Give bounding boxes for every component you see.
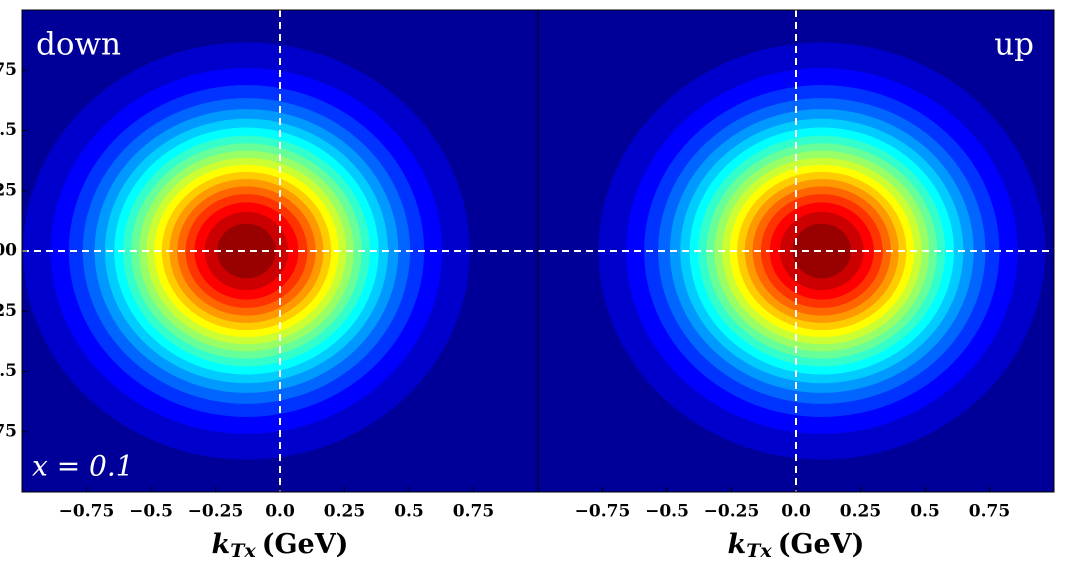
x-tick-label: −0.5: [129, 502, 173, 522]
contour-level: [792, 223, 852, 279]
x-tick-label: 0.25: [840, 502, 881, 522]
annotation: x = 0.1: [32, 450, 134, 483]
panel-label: down: [36, 27, 121, 63]
x-axis-label: kTx (GeV): [212, 529, 349, 563]
x-tick-label: −0.5: [645, 502, 689, 522]
x-tick-label: 0.0: [265, 502, 295, 522]
x-tick-label: −0.25: [188, 502, 244, 522]
y-tick-label: 0.75: [0, 60, 17, 80]
x-axis-label: kTx (GeV): [728, 529, 865, 563]
x-tick-label: 0.5: [394, 502, 424, 522]
x-tick-label: −0.25: [704, 502, 760, 522]
panel: [22, 10, 538, 492]
panel-label: up: [994, 27, 1034, 63]
y-tick-label: −0.5: [0, 361, 17, 381]
y-tick-label: −0.25: [0, 301, 17, 321]
x-tick-label: 0.75: [453, 502, 494, 522]
x-tick-label: 0.25: [324, 502, 365, 522]
x-label-sub: Tx: [746, 540, 772, 562]
x-label-unit: (GeV): [262, 529, 349, 560]
y-tick-label: 0.00: [0, 241, 17, 261]
x-label-var: k: [212, 529, 231, 560]
x-label-var: k: [728, 529, 747, 560]
x-label-unit: (GeV): [778, 529, 865, 560]
x-tick-label: 0.5: [910, 502, 940, 522]
y-tick-label: −0.75: [0, 421, 17, 441]
panel: [538, 10, 1054, 492]
contour-level: [217, 223, 276, 279]
x-tick-label: −0.75: [575, 502, 631, 522]
panel-frame: [537, 9, 1055, 493]
y-tick-label: 0.25: [0, 180, 17, 200]
x-label-sub: Tx: [230, 540, 256, 562]
x-tick-label: 0.0: [781, 502, 811, 522]
x-tick-label: 0.75: [969, 502, 1010, 522]
x-tick-label: −0.75: [59, 502, 115, 522]
y-tick-label: 0.5: [0, 120, 17, 140]
